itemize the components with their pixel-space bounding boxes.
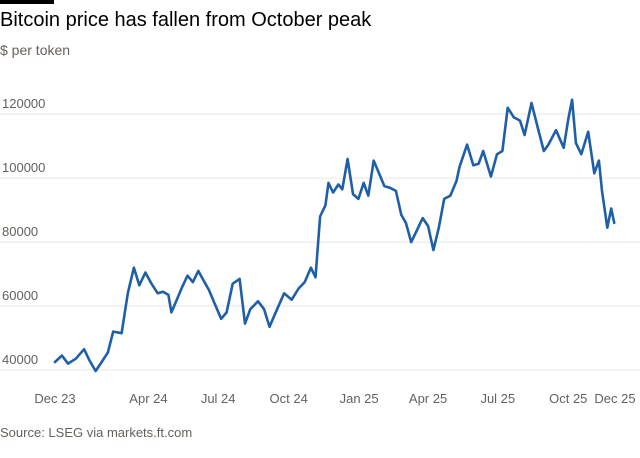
y-tick-label: 100000 xyxy=(2,160,45,175)
x-tick-label: Oct 24 xyxy=(270,391,308,406)
x-tick-label: Jan 25 xyxy=(340,391,379,406)
x-tick-label: Dec 23 xyxy=(34,391,75,406)
y-tick-label: 60000 xyxy=(2,288,38,303)
x-axis: Dec 23 Apr 24 Jul 24 Oct 24 Jan 25 Apr 25 Jul … xyxy=(34,391,635,406)
chart-subtitle: $ per token xyxy=(0,42,71,58)
x-tick-label: Jul 25 xyxy=(480,391,515,406)
y-axis: 40000 60000 80000 100000 120000 xyxy=(2,96,45,367)
grid-lines xyxy=(0,113,640,371)
y-tick-label: 80000 xyxy=(2,224,38,239)
source-note: Source: LSEG via markets.ft.com xyxy=(0,425,193,440)
series-line-bitcoin xyxy=(53,98,616,373)
chart-title: Bitcoin price has fallen from October pe… xyxy=(0,9,372,31)
x-tick-label: Oct 25 xyxy=(549,391,587,406)
x-tick-label: Dec 25 xyxy=(594,391,635,406)
series-group xyxy=(53,98,616,373)
x-tick-label: Apr 25 xyxy=(409,391,447,406)
y-tick-label: 120000 xyxy=(2,96,45,111)
y-tick-label: 40000 xyxy=(2,352,38,367)
top-rule xyxy=(0,0,54,4)
x-tick-label: Apr 24 xyxy=(129,391,167,406)
x-tick-label: Jul 24 xyxy=(201,391,236,406)
